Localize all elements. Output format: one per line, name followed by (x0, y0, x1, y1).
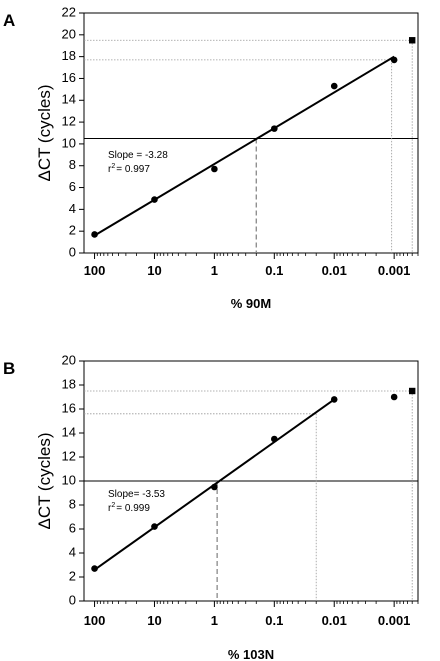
slope-annotation: Slope= -3.53 (108, 489, 165, 500)
x-tick-label: 0.1 (265, 613, 283, 628)
x-tick-label: 0.01 (322, 263, 347, 278)
y-tick-label: 16 (62, 70, 76, 85)
r2-value: = 0.999 (116, 503, 150, 514)
chart-panel-b: B 0 2 4 6 8 10 12 14 16 18 20 100 10 1 0.1 0.01 0.001 % 10… (3, 352, 419, 661)
x-axis-title: % 90M (231, 296, 271, 311)
outlier-point (408, 37, 416, 44)
y-tick-label: 4 (69, 201, 76, 216)
y-tick-label: 14 (62, 92, 76, 107)
y-tick-label: 12 (62, 448, 76, 463)
r2-annotation: r2= 0.999 (108, 502, 150, 514)
r2-value: = 0.997 (116, 164, 150, 175)
x-tick-label: 10 (147, 613, 161, 628)
data-point (390, 56, 398, 64)
regression-line (94, 55, 395, 237)
data-point (211, 483, 218, 491)
y-tick-label: 8 (69, 157, 76, 172)
y-tick-label: 4 (69, 544, 76, 559)
r2-symbol: r (108, 503, 112, 514)
x-tick-label: 1 (211, 263, 218, 278)
x-axis-title: % 103N (228, 647, 274, 661)
x-tick-label: 0.01 (322, 613, 347, 628)
y-tick-label: 6 (69, 520, 76, 535)
y-tick-label: 20 (62, 26, 76, 41)
y-tick-label: 0 (69, 592, 76, 607)
y-axis-title: ΔCT (cycles) (35, 433, 54, 530)
x-tick-label: 1 (211, 613, 218, 628)
data-point (271, 435, 278, 443)
x-tick-label: 100 (84, 263, 106, 278)
y-axis-title: ΔCT (cycles) (35, 85, 54, 182)
data-point (211, 165, 218, 173)
r2-exponent: 2 (111, 163, 115, 170)
chart-panel-a: A 0 2 4 6 8 10 12 14 16 18 20 22 100 10 1 0.1 0.01 0.001 % … (3, 4, 419, 311)
x-tick-label: 100 (84, 613, 106, 628)
y-tick-label: 18 (62, 48, 76, 63)
plot-frame (83, 12, 419, 254)
data-point (330, 82, 338, 90)
r2-symbol: r (108, 164, 112, 175)
x-tick-label: 0.001 (378, 613, 411, 628)
data-point (151, 196, 158, 203)
data-point (91, 231, 98, 238)
data-point (390, 393, 398, 401)
y-tick-label: 8 (69, 496, 76, 511)
r2-annotation: r2= 0.997 (108, 163, 150, 175)
x-tick-label: 0.001 (378, 263, 411, 278)
y-tick-label: 20 (62, 352, 76, 367)
y-tick-label: 14 (62, 424, 76, 439)
data-point (91, 565, 98, 572)
y-tick-label: 12 (62, 114, 76, 129)
x-tick-label: 10 (147, 263, 161, 278)
y-tick-label: 2 (69, 223, 76, 238)
y-tick-label: 16 (62, 400, 76, 415)
outlier-point (408, 387, 416, 395)
x-tick-label: 0.1 (265, 263, 283, 278)
panel-label: A (3, 11, 15, 30)
r2-exponent: 2 (111, 502, 115, 509)
data-point (330, 396, 338, 403)
data-point (271, 125, 278, 132)
y-tick-label: 0 (69, 244, 76, 259)
slope-annotation: Slope = -3.28 (108, 150, 168, 161)
y-tick-label: 18 (62, 376, 76, 391)
y-tick-label: 10 (62, 135, 76, 150)
panel-label: B (3, 359, 15, 378)
y-tick-label: 2 (69, 568, 76, 583)
data-point (151, 523, 158, 530)
y-tick-label: 6 (69, 179, 76, 194)
y-tick-label: 22 (62, 4, 76, 19)
y-tick-label: 10 (62, 472, 76, 487)
